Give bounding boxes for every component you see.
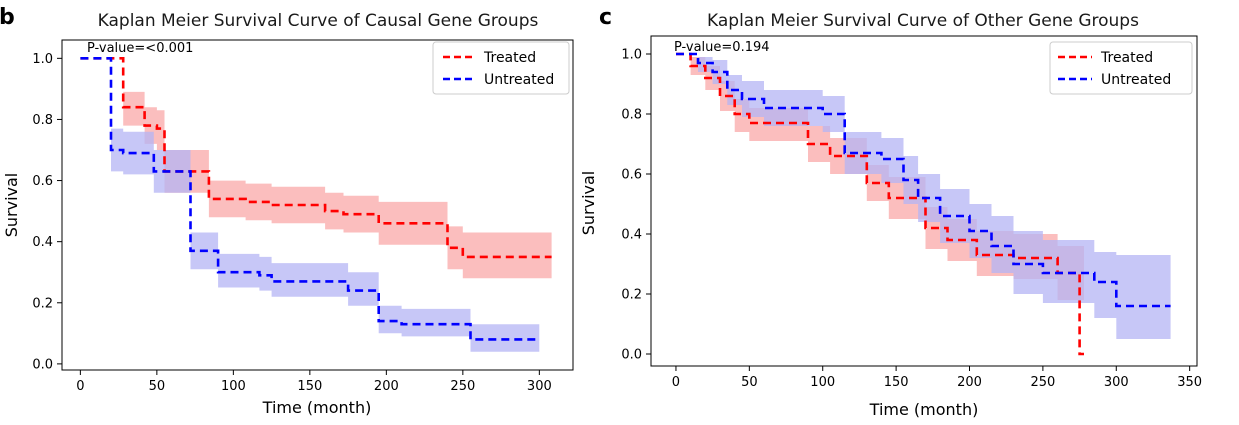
survival-line-treated-b xyxy=(80,57,552,259)
y-tick-label-b: 0.4 xyxy=(32,235,53,250)
legend-label-untreated-c: Untreated xyxy=(1101,72,1171,88)
x-tick-label-c: 50 xyxy=(741,375,758,390)
x-tick-label-c: 0 xyxy=(672,375,680,390)
chart-title-b: Kaplan Meier Survival Curve of Causal Ge… xyxy=(98,11,539,31)
panel-letter-b: b xyxy=(0,5,15,30)
x-tick-label-c: 350 xyxy=(1177,375,1202,390)
panel-c: c Kaplan Meier Survival Curve of Other G… xyxy=(579,5,1202,419)
p-value-annotation-c: P-value=0.194 xyxy=(674,40,770,55)
x-tick-label-c: 250 xyxy=(1030,375,1055,390)
legend-label-treated-b: Treated xyxy=(483,50,536,66)
x-tick-label-b: 50 xyxy=(149,379,166,394)
chart-title-c: Kaplan Meier Survival Curve of Other Gen… xyxy=(707,11,1139,31)
plot-area-c xyxy=(676,52,1171,356)
x-tick-label-b: 150 xyxy=(297,379,322,394)
survival-line-untreated-b xyxy=(80,57,540,341)
y-tick-label-c: 0.8 xyxy=(621,108,642,123)
y-tick-label-c: 0.4 xyxy=(621,228,642,243)
x-tick-label-c: 200 xyxy=(957,375,982,390)
x-tick-label-c: 100 xyxy=(810,375,835,390)
x-tick-label-b: 250 xyxy=(450,379,475,394)
panel-letter-c: c xyxy=(599,5,612,30)
legend-c: Treated Untreated xyxy=(1049,41,1193,95)
x-tick-label-c: 300 xyxy=(1104,375,1129,390)
legend-box-b xyxy=(432,41,570,95)
confidence-band-treated-b xyxy=(80,58,552,279)
x-tick-label-b: 0 xyxy=(76,379,84,394)
survival-line-untreated-c xyxy=(676,52,1171,308)
x-tick-label-b: 100 xyxy=(221,379,246,394)
y-tick-label-b: 0.2 xyxy=(32,296,53,311)
y-tick-label-b: 0.8 xyxy=(32,113,53,128)
panel-b: b Kaplan Meier Survival Curve of Causal … xyxy=(0,5,574,417)
confidence-band-untreated-b xyxy=(80,58,540,352)
x-tick-label-c: 150 xyxy=(884,375,909,390)
y-tick-label-b: 1.0 xyxy=(32,52,53,67)
x-tick-label-b: 200 xyxy=(374,379,399,394)
confidence-band-untreated-c xyxy=(676,54,1171,339)
y-tick-label-b: 0.0 xyxy=(32,357,53,372)
x-axis-label-b: Time (month) xyxy=(262,398,372,417)
y-tick-label-c: 0.2 xyxy=(621,288,642,303)
plot-frame-b xyxy=(61,39,574,371)
p-value-annotation-b: P-value=<0.001 xyxy=(87,41,193,56)
y-tick-label-c: 1.0 xyxy=(621,48,642,63)
x-axis-label-c: Time (month) xyxy=(869,400,979,419)
plot-area-b xyxy=(80,57,552,352)
x-tick-label-b: 300 xyxy=(527,379,552,394)
y-tick-label-b: 0.6 xyxy=(32,174,53,189)
legend-b: Treated Untreated xyxy=(432,41,570,95)
y-axis-label-b: Survival xyxy=(2,173,21,238)
plot-frame-c xyxy=(650,35,1198,367)
y-tick-label-c: 0.6 xyxy=(621,168,642,183)
y-axis-label-c: Survival xyxy=(579,171,598,236)
legend-label-untreated-b: Untreated xyxy=(484,72,554,88)
legend-box-c xyxy=(1049,41,1193,95)
y-tick-label-c: 0.0 xyxy=(621,348,642,363)
legend-label-treated-c: Treated xyxy=(1100,50,1153,66)
